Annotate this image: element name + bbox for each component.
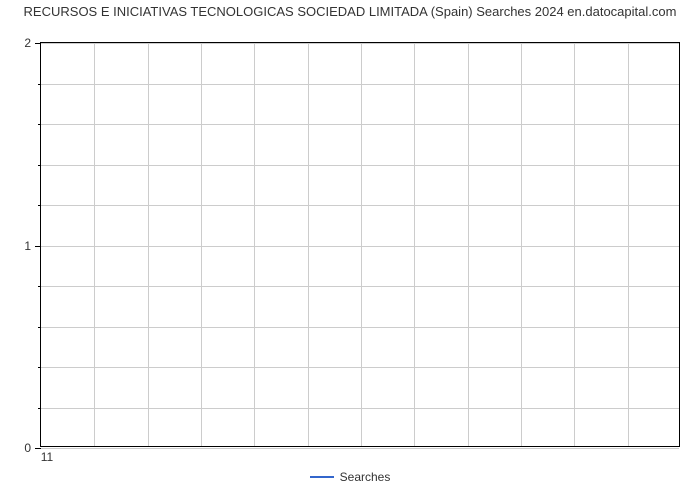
ytick-label: 2 <box>24 36 31 50</box>
gridline-vertical <box>201 43 202 446</box>
gridline-horizontal-minor <box>41 367 679 368</box>
ytick-minor <box>38 205 41 206</box>
ytick-minor <box>38 327 41 328</box>
gridline-vertical <box>468 43 469 446</box>
ytick-major <box>35 246 41 247</box>
chart-title: RECURSOS E INICIATIVAS TECNOLOGICAS SOCI… <box>0 4 700 21</box>
gridline-horizontal <box>41 43 679 44</box>
ytick-minor <box>38 124 41 125</box>
gridline-vertical <box>574 43 575 446</box>
gridline-vertical <box>148 43 149 446</box>
gridline-vertical <box>94 43 95 446</box>
ytick-label: 1 <box>24 239 31 253</box>
legend-series-label: Searches <box>340 470 391 484</box>
gridline-horizontal-minor <box>41 327 679 328</box>
legend: Searches <box>0 469 700 484</box>
ytick-minor <box>38 367 41 368</box>
ytick-major <box>35 448 41 449</box>
gridline-vertical <box>361 43 362 446</box>
gridline-horizontal-minor <box>41 84 679 85</box>
gridline-horizontal <box>41 246 679 247</box>
gridline-vertical <box>521 43 522 446</box>
gridline-horizontal-minor <box>41 408 679 409</box>
gridline-vertical <box>308 43 309 446</box>
ytick-major <box>35 43 41 44</box>
gridline-vertical <box>628 43 629 446</box>
gridline-vertical <box>254 43 255 446</box>
ytick-label: 0 <box>24 441 31 455</box>
gridline-horizontal-minor <box>41 205 679 206</box>
plot-area: 01211 <box>40 42 680 447</box>
ytick-minor <box>38 408 41 409</box>
gridline-vertical <box>414 43 415 446</box>
legend-series-line <box>310 476 334 478</box>
gridline-horizontal-minor <box>41 165 679 166</box>
chart-container: RECURSOS E INICIATIVAS TECNOLOGICAS SOCI… <box>0 0 700 500</box>
ytick-minor <box>38 165 41 166</box>
xtick-label: 11 <box>41 450 53 464</box>
ytick-minor <box>38 84 41 85</box>
gridline-horizontal-minor <box>41 286 679 287</box>
gridline-horizontal <box>41 448 679 449</box>
gridline-horizontal-minor <box>41 124 679 125</box>
ytick-minor <box>38 286 41 287</box>
